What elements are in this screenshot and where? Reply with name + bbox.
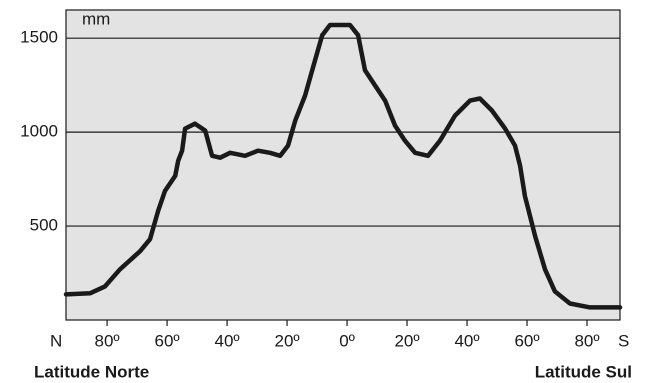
- plot-area: [65, 9, 621, 321]
- y-axis-label: mm: [82, 9, 110, 28]
- x-tick-label: 40º: [215, 331, 240, 350]
- x-tick-label: 60º: [514, 331, 539, 350]
- x-tick-label: 60º: [155, 331, 180, 350]
- x-tick-label: 40º: [454, 331, 479, 350]
- y-tick-label: 500: [30, 216, 58, 235]
- x-tick-label: 80º: [95, 331, 120, 350]
- south-label: S: [618, 331, 629, 350]
- x-title-left: Latitude Norte: [34, 362, 149, 381]
- x-title-right: Latitude Sul: [535, 362, 632, 381]
- north-label: N: [50, 331, 62, 350]
- x-tick-label: 0º: [339, 331, 355, 350]
- x-tick-label: 80º: [574, 331, 599, 350]
- x-tick-label: 20º: [274, 331, 299, 350]
- x-tick-label: 20º: [394, 331, 419, 350]
- y-tick-label: 1000: [20, 122, 58, 141]
- data-line: [63, 22, 623, 310]
- y-tick-label: 1500: [20, 28, 58, 47]
